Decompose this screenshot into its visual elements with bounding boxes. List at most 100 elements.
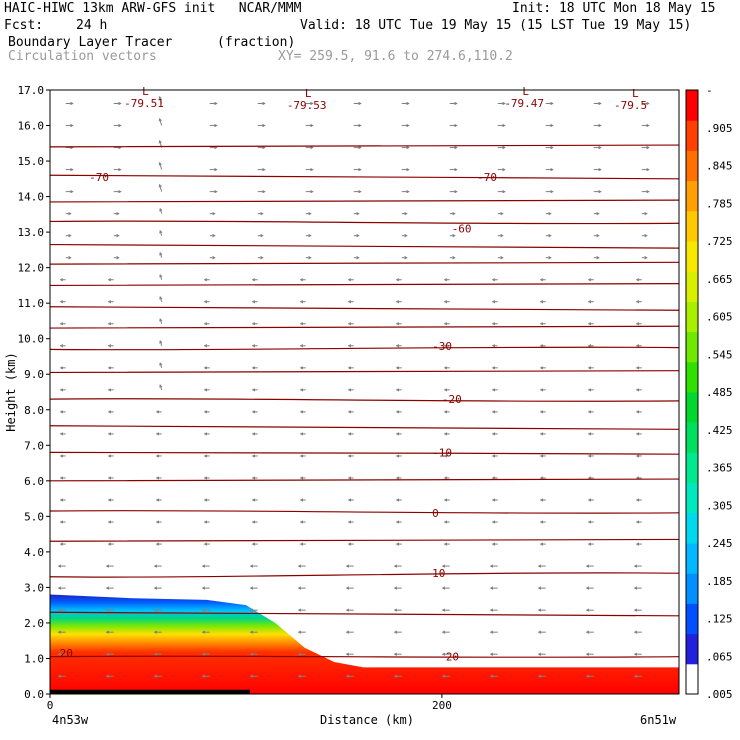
circulation-vector-head <box>299 432 304 436</box>
colorbar-swatch <box>686 271 698 302</box>
circulation-vector-head <box>155 476 160 480</box>
circulation-vector-head <box>249 652 254 656</box>
circulation-vector-head <box>159 362 163 366</box>
circulation-vector-head <box>251 344 256 348</box>
circulation-vector-head <box>155 542 160 546</box>
circulation-vector-head <box>159 229 163 234</box>
y-tick-label: 12.0 <box>18 262 45 275</box>
circulation-vector-head <box>345 586 350 590</box>
circulation-vector-head <box>491 388 496 392</box>
circulation-vector-head <box>59 542 64 546</box>
circulation-vector-head <box>356 256 360 260</box>
circulation-vector-head <box>587 344 592 348</box>
circulation-vector-head <box>299 542 304 546</box>
circulation-vector-head <box>537 652 542 656</box>
circulation-vector-head <box>646 189 650 194</box>
circulation-vector-head <box>635 366 640 370</box>
circulation-vector-head <box>251 476 256 480</box>
circulation-vector-head <box>310 145 314 150</box>
circulation-vector-head <box>249 564 254 568</box>
circulation-vector-head <box>491 498 496 502</box>
circulation-vector-head <box>59 322 64 326</box>
circulation-vector-head <box>310 189 314 194</box>
circulation-vector-head <box>491 476 496 480</box>
circulation-vector-head <box>539 366 544 370</box>
circulation-vector-head <box>249 586 254 590</box>
circulation-vector-head <box>214 167 218 172</box>
circulation-vector-head <box>116 256 120 260</box>
circulation-vector-head <box>155 432 160 436</box>
circulation-vector-head <box>550 167 554 172</box>
circulation-vector <box>159 162 163 170</box>
y-tick-label: 2.0 <box>24 617 44 630</box>
circulation-vector-head <box>395 520 400 524</box>
colorbar-swatch <box>686 361 698 393</box>
circulation-vector-head <box>404 256 408 260</box>
circulation-vector-head <box>395 344 400 348</box>
circulation-vector-head <box>299 454 304 458</box>
circulation-vector-head <box>299 366 304 370</box>
isotherm-contour <box>50 243 679 249</box>
circulation-vector-head <box>107 366 112 370</box>
circulation-vector-head <box>502 167 506 172</box>
colorbar-label: .245 <box>706 537 733 550</box>
circulation-vector-head <box>203 388 208 392</box>
circulation-vector-head <box>345 564 350 568</box>
circulation-vector-head <box>201 608 206 612</box>
colorbar-swatch <box>686 180 698 212</box>
colorbar-label: .425 <box>706 424 733 437</box>
circulation-vector-head <box>153 608 158 612</box>
circulation-vector-head <box>633 630 638 634</box>
circulation-vector-head <box>308 256 312 260</box>
circulation-vector-head <box>153 674 158 678</box>
circulation-vector-head <box>159 318 163 322</box>
isotherm-contour <box>50 144 679 148</box>
circulation-vector-head <box>59 520 64 524</box>
circulation-vector-head <box>598 145 602 150</box>
circulation-vector-head <box>443 476 448 480</box>
circulation-vector-head <box>539 322 544 326</box>
boundary-layer-tracer-field <box>50 594 679 694</box>
circulation-vector-head <box>356 234 360 238</box>
circulation-vector-head <box>203 432 208 436</box>
circulation-vector-head <box>489 608 494 612</box>
minimum-marker: L <box>632 87 639 100</box>
circulation-vector-head <box>489 674 494 678</box>
circulation-vector-head <box>212 234 216 238</box>
colorbar-swatch <box>686 573 698 604</box>
circulation-vector-head <box>212 256 216 260</box>
y-tick-label: 4.0 <box>24 546 44 559</box>
colorbar-swatch <box>686 241 698 272</box>
colorbar-swatch <box>686 422 698 453</box>
isotherm-contour <box>50 174 679 180</box>
circulation-vector-head <box>635 388 640 392</box>
circulation-vector-head <box>635 542 640 546</box>
circulation-vector-head <box>251 542 256 546</box>
isotherm-contour <box>50 478 679 482</box>
circulation-vector-head <box>393 564 398 568</box>
circulation-vector-head <box>345 608 350 612</box>
circulation-vector-head <box>539 476 544 480</box>
colorbar-swatch <box>686 482 698 514</box>
circulation-vector-head <box>159 295 163 300</box>
circulation-vector-head <box>441 586 446 590</box>
circulation-vector-head <box>491 322 496 326</box>
contour-label: 10 <box>432 567 445 580</box>
circulation-vector-head <box>635 498 640 502</box>
circulation-vector-head <box>489 586 494 590</box>
isotherm-contour <box>50 572 679 578</box>
circulation-vector-head <box>105 674 110 678</box>
circulation-vector-head <box>443 542 448 546</box>
circulation-vector-head <box>68 256 72 260</box>
circulation-vector-head <box>452 234 456 238</box>
circulation-vector-head <box>347 520 352 524</box>
circulation-vector-head <box>299 278 304 282</box>
circulation-vector-head <box>585 630 590 634</box>
circulation-vector-head <box>539 520 544 524</box>
circulation-vector-head <box>251 278 256 282</box>
circulation-vector-head <box>441 652 446 656</box>
circulation-vector-head <box>406 101 410 106</box>
circulation-vector-head <box>345 652 350 656</box>
circulation-vector-head <box>598 123 602 128</box>
circulation-vector-head <box>443 520 448 524</box>
